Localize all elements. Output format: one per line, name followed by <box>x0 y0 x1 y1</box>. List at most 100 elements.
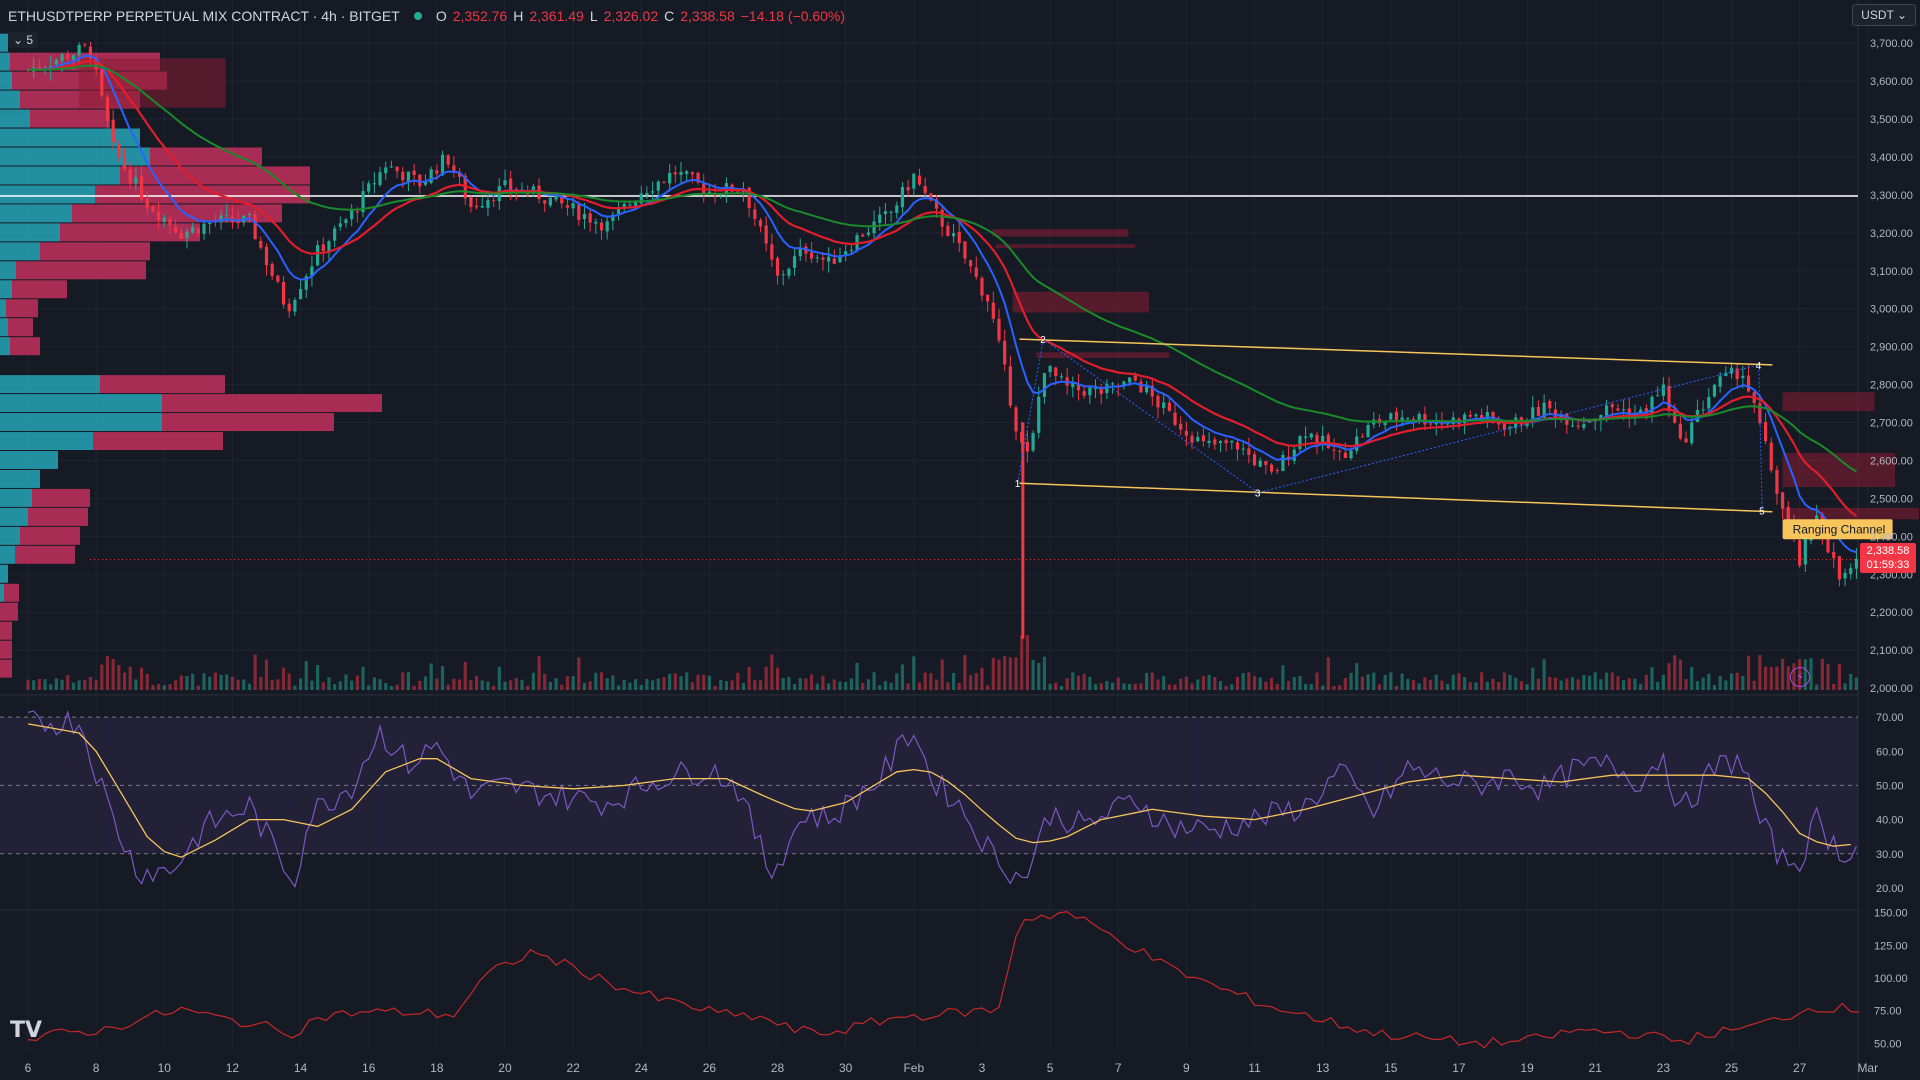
volume-bar <box>71 682 76 690</box>
volume-bar <box>406 672 411 690</box>
volume-bar <box>997 659 1001 690</box>
volume-bar <box>1105 680 1109 690</box>
candle-body <box>1423 414 1427 425</box>
volume-bar <box>1122 683 1126 690</box>
candle-body <box>611 214 615 222</box>
volume-profile-sell-bar <box>32 488 90 507</box>
volume-bar <box>951 672 956 690</box>
time-tick-label: Mar <box>1857 1061 1878 1075</box>
volume-bar <box>1491 678 1495 690</box>
lightning-icon[interactable]: ⚡ <box>1790 667 1810 687</box>
volume-bar <box>1712 684 1717 690</box>
candle-body <box>1650 396 1654 414</box>
volume-bar <box>531 672 535 690</box>
volume-bar <box>514 677 518 690</box>
lower-tick-label: 125.00 <box>1874 940 1908 952</box>
candle-body <box>1678 423 1682 439</box>
volume-bar <box>1457 673 1461 690</box>
volume-bar <box>1343 677 1347 690</box>
candle-body <box>1349 450 1353 459</box>
volume-bar <box>270 680 274 690</box>
time-tick-label: 16 <box>362 1061 376 1075</box>
symbol-title[interactable]: ETHUSDTPERP PERPETUAL MIX CONTRACT · 4h … <box>8 8 400 24</box>
lower-tick-label: 100.00 <box>1874 973 1908 985</box>
volume-bar <box>1389 672 1393 690</box>
candle-body <box>1332 449 1336 451</box>
candle-body <box>940 209 944 227</box>
candle-body <box>1616 408 1620 411</box>
volume-bar <box>1763 666 1768 690</box>
volume-bar <box>668 673 672 690</box>
volume-bar <box>1536 678 1541 690</box>
volume-bar <box>1286 680 1291 690</box>
indicators-toggle-button[interactable]: ⌄ 5 <box>8 32 39 48</box>
candle-body <box>1230 440 1234 443</box>
candle-body <box>1321 436 1325 443</box>
candle-body <box>878 214 882 223</box>
candle-body <box>1786 506 1790 524</box>
volume-profile-sell-bar <box>20 526 80 545</box>
volume-bar <box>401 672 405 690</box>
candle-body <box>37 66 41 69</box>
volume-bar <box>1627 678 1631 690</box>
volume-bar <box>719 679 723 690</box>
volume-bar <box>696 674 700 690</box>
volume-profile-sell-bar <box>16 261 146 280</box>
volume-bar <box>1610 672 1614 690</box>
volume-bar <box>1616 676 1620 690</box>
volume-profile-sell-bar <box>150 147 262 166</box>
candle-body <box>963 241 967 259</box>
candle-body <box>412 170 416 176</box>
candle-body <box>1661 384 1665 396</box>
volume-bar <box>327 677 331 690</box>
supply-zone-rect <box>992 229 1129 237</box>
candle-body <box>1031 433 1035 451</box>
open-value: 2,352.76 <box>452 8 508 24</box>
candle-body <box>792 256 797 268</box>
volume-bar <box>934 679 939 690</box>
candle-body <box>1445 423 1450 425</box>
volume-profile-sell-bar <box>0 621 12 640</box>
candle-body <box>378 172 382 185</box>
candle-body <box>474 205 479 208</box>
volume-profile-buy-bar <box>0 545 15 564</box>
candle-body <box>457 171 462 177</box>
candle-body <box>60 54 64 61</box>
volume-bar <box>1025 635 1029 690</box>
volume-profile-buy-bar <box>0 166 120 185</box>
volume-bar <box>1059 685 1064 690</box>
candle-body <box>662 181 666 183</box>
candle-body <box>628 204 632 206</box>
candle-body <box>423 181 428 185</box>
volume-bar <box>1326 657 1330 690</box>
volume-bar <box>304 661 308 690</box>
currency-select[interactable]: USDT ⌄ <box>1852 4 1916 26</box>
candle-body <box>1059 376 1064 378</box>
candle-body <box>1076 383 1081 391</box>
volume-bar <box>474 675 479 690</box>
candle-body <box>1309 433 1313 438</box>
tradingview-logo-icon[interactable]: TV <box>10 1018 43 1043</box>
volume-bar <box>185 675 189 690</box>
volume-bar <box>1587 675 1592 690</box>
candle-body <box>1803 539 1807 565</box>
supply-zone-rect <box>1782 507 1919 520</box>
time-tick-label: 15 <box>1384 1061 1398 1075</box>
volume-bar <box>1741 675 1745 690</box>
volume-bar <box>1281 665 1285 690</box>
volume-profile-sell-bar <box>4 583 19 602</box>
volume-profile-buy-bar <box>0 128 140 147</box>
time-tick-label: 9 <box>1183 1061 1190 1075</box>
volume-bar <box>849 678 853 690</box>
candle-body <box>951 233 956 237</box>
time-tick-label: 3 <box>979 1061 986 1075</box>
volume-bar <box>1815 684 1819 690</box>
volume-bar <box>355 675 359 690</box>
price-tick-label: 2,600.00 <box>1870 455 1913 467</box>
candle-body <box>1849 568 1853 574</box>
candle-body <box>1491 412 1495 420</box>
candle-body <box>196 228 200 234</box>
candle-body <box>1235 442 1240 450</box>
close-value: 2,338.58 <box>680 8 735 24</box>
